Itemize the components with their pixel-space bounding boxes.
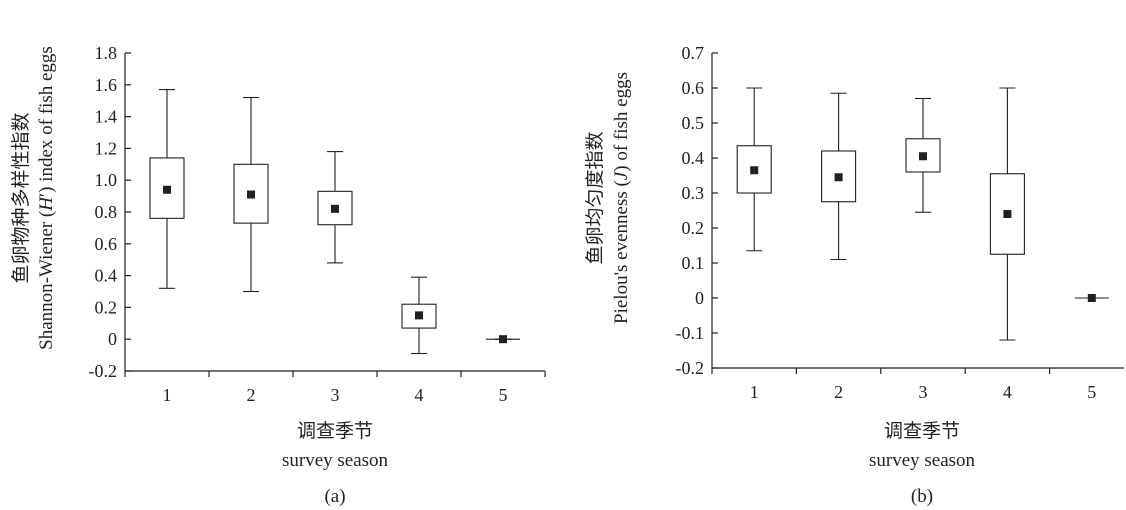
y-tick-label: 0.1 [682,253,705,273]
mean-marker [1087,294,1096,302]
y-tick-label: 0.2 [682,218,705,238]
box-4 [989,87,1025,341]
box-5 [486,335,520,344]
mean-marker [499,335,507,344]
x-tick-label: 4 [415,385,424,405]
y-tick-label: 1.8 [95,43,118,63]
x-axis-title-zh: 调查季节 [884,420,960,442]
mean-marker [163,185,171,194]
y-tick-label: 0 [108,329,117,349]
y-axis-title-zh: 鱼卵物种多样性指数 [10,112,32,283]
y-tick-label: 0.6 [95,234,118,254]
panel-a: 鱼卵物种多样性指数 Shannon-Wiener (H′) index of f… [10,43,546,507]
mean-marker [331,204,339,213]
x-tick-label: 3 [919,382,928,402]
x-axis-title-en: survey season [282,450,389,471]
y-tick-label: 0.4 [95,266,118,286]
x-axis-title-zh: 调查季节 [297,420,373,442]
y-tick-label: 0.2 [95,297,118,317]
panel-b: 鱼卵均匀度指数 Pielou's evenness (J) of fish eg… [584,43,1124,507]
box-5 [1074,294,1109,302]
x-tick-label: 2 [834,382,843,402]
mean-marker [247,190,255,199]
y-tick-label: 0.4 [682,148,705,168]
y-tick-label: 0.3 [682,183,705,203]
mean-marker [415,311,423,320]
y-tick-label: 1.0 [95,170,118,190]
mean-marker [834,173,843,182]
y-axis-title-zh: 鱼卵均匀度指数 [584,131,606,264]
box-3 [905,97,941,213]
box-2 [233,96,269,293]
box-4 [401,276,437,355]
x-axis-title-en: survey season [869,450,976,471]
y-tick-label: -0.2 [89,361,118,381]
x-tick-label: 5 [499,385,508,405]
mean-marker [919,152,927,161]
x-tick-label: 2 [247,385,256,405]
y-tick-label: 0.6 [682,78,705,98]
y-axis-title-en: Shannon-Wiener (H′) index of fish eggs [36,46,57,350]
y-tick-label: 1.2 [95,138,118,158]
panel-label: (a) [324,486,345,507]
y-axis-title-en: Pielou's evenness (J) of fish eggs [611,72,632,324]
mean-marker [750,166,759,175]
box-1 [736,87,772,252]
x-tick-label: 1 [750,382,759,402]
box-1 [149,89,185,289]
x-tick-label: 3 [331,385,340,405]
x-tick-label: 1 [163,385,172,405]
box-3 [317,151,353,264]
y-tick-label: 0.7 [682,43,705,63]
y-tick-label: 0 [695,288,704,308]
y-tick-label: -0.1 [676,323,705,343]
panel-label: (b) [911,486,933,507]
y-tick-label: 1.4 [95,107,118,127]
y-tick-label: 0.5 [682,113,705,133]
mean-marker [1003,210,1012,218]
x-tick-label: 5 [1087,382,1096,402]
y-tick-label: 0.8 [95,202,118,222]
box-2 [821,92,857,261]
x-tick-label: 4 [1003,382,1012,402]
y-tick-label: -0.2 [676,358,705,378]
y-tick-label: 1.6 [95,75,118,95]
